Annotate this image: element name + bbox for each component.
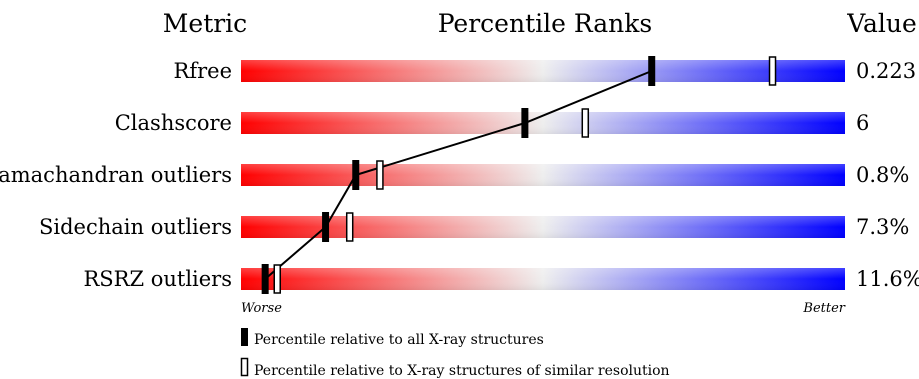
metric-value-clashscore: 6 xyxy=(856,111,869,135)
percentile-bar-sheen-rfree xyxy=(241,60,845,82)
legend-open-marker-icon xyxy=(240,357,249,377)
marker-all-rfree xyxy=(648,56,656,86)
percentile-bar-sheen-rsrz-outliers xyxy=(241,268,845,290)
legend-filled-marker-icon xyxy=(241,328,248,346)
marker-all-clashscore xyxy=(521,108,529,138)
percentile-markers xyxy=(261,56,777,294)
header-value: Value xyxy=(846,9,917,38)
marker-similar-sidechain-outliers xyxy=(345,212,354,242)
metric-label-rfree: Rfree xyxy=(174,59,232,83)
percentile-bar-sheen-clashscore xyxy=(241,112,845,134)
percentile-bar-sheen-ramachandran-outliers xyxy=(241,164,845,186)
header-title: Percentile Ranks xyxy=(438,9,653,38)
marker-all-sidechain-outliers xyxy=(322,212,330,242)
metric-value-rsrz-outliers: 11.6% xyxy=(856,267,919,291)
metric-rows: Rfree 0.223 Clashscore 6 Ramachandran outlie… xyxy=(0,59,919,291)
marker-all-ramachandran-outliers xyxy=(352,160,360,190)
marker-all-rsrz-outliers xyxy=(261,264,269,294)
metric-value-sidechain-outliers: 7.3% xyxy=(856,215,909,239)
axis-worse-label: Worse xyxy=(241,301,282,316)
percentile-bar-sheen-sidechain-outliers xyxy=(241,216,845,238)
metric-value-ramachandran-outliers: 0.8% xyxy=(856,163,909,187)
legend-all-xray: Percentile relative to all X-ray structu… xyxy=(254,332,544,348)
metric-label-rsrz-outliers: RSRZ outliers xyxy=(83,267,232,291)
marker-similar-rfree xyxy=(768,56,777,86)
marker-similar-clashscore xyxy=(581,108,590,138)
metric-label-ramachandran-outliers: Ramachandran outliers xyxy=(0,163,232,187)
metric-label-clashscore: Clashscore xyxy=(115,111,232,135)
legend-similar-resolution: Percentile relative to X-ray structures … xyxy=(254,363,670,379)
header-metric: Metric xyxy=(163,9,247,38)
marker-similar-rsrz-outliers xyxy=(273,264,281,294)
axis-better-label: Better xyxy=(802,301,845,316)
marker-similar-ramachandran-outliers xyxy=(376,160,384,190)
metric-label-sidechain-outliers: Sidechain outliers xyxy=(39,215,232,239)
metric-value-rfree: 0.223 xyxy=(856,59,916,83)
